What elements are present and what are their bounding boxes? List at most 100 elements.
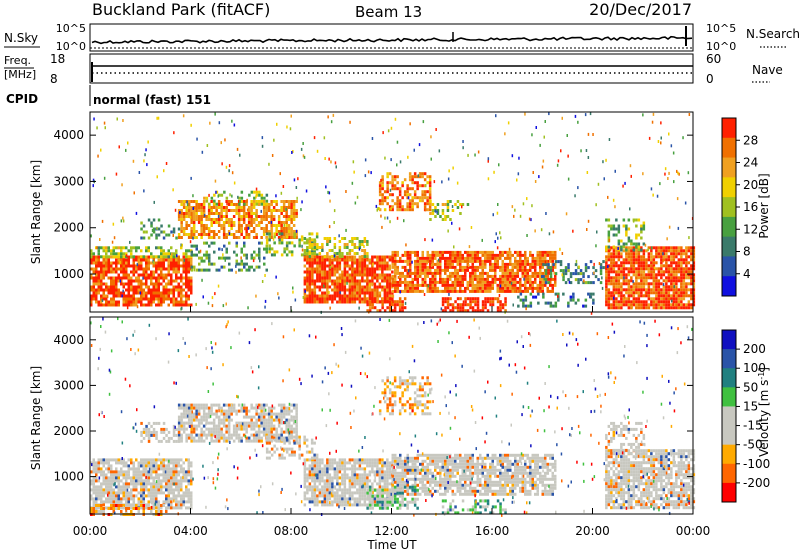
heatmap-cell xyxy=(412,272,415,275)
heatmap-cell xyxy=(158,246,161,249)
heatmap-cell xyxy=(424,260,427,263)
heatmap-cell xyxy=(140,304,143,307)
heatmap-cell xyxy=(125,149,127,152)
heatmap-cell xyxy=(160,485,163,488)
heatmap-cell xyxy=(534,278,537,281)
heatmap-cell xyxy=(600,272,603,275)
heatmap-cell xyxy=(608,258,611,261)
heatmap-cell xyxy=(487,287,490,290)
heatmap-cell xyxy=(113,292,116,295)
heatmap-cell xyxy=(185,249,188,252)
heatmap-cell xyxy=(379,187,382,190)
heatmap-cell xyxy=(195,303,197,306)
heatmap-cell xyxy=(155,494,158,497)
heatmap-cell xyxy=(509,251,512,254)
heatmap-cell xyxy=(570,272,573,275)
heatmap-cell xyxy=(469,297,472,300)
heatmap-cell xyxy=(336,165,338,168)
heatmap-cell xyxy=(185,500,188,503)
heatmap-cell xyxy=(539,287,542,290)
heatmap-cell xyxy=(175,461,178,464)
heatmap-cell xyxy=(175,298,178,301)
heatmap-cell xyxy=(163,262,166,265)
heatmap-cell xyxy=(680,270,683,273)
heatmap-cell xyxy=(444,281,447,284)
heatmap-cell xyxy=(316,259,319,262)
heatmap-cell xyxy=(592,281,595,284)
heatmap-cell xyxy=(524,251,527,254)
heatmap-cell xyxy=(394,266,397,269)
heatmap-cell xyxy=(457,290,460,293)
heatmap-cell xyxy=(309,268,312,271)
heatmap-cell xyxy=(422,272,425,275)
heatmap-cell xyxy=(108,461,111,464)
heatmap-cell xyxy=(123,485,126,488)
heatmap-cell xyxy=(170,298,173,301)
heatmap-cell xyxy=(550,266,553,269)
heatmap-cell xyxy=(509,290,512,293)
heatmap-cell xyxy=(183,114,185,117)
heatmap-cell xyxy=(442,284,445,287)
heatmap-cell xyxy=(537,290,540,293)
heatmap-cell xyxy=(128,482,131,485)
heatmap-cell xyxy=(404,254,407,257)
heatmap-cell xyxy=(185,304,188,307)
heatmap-cell xyxy=(133,494,136,497)
heatmap-cell xyxy=(670,261,673,264)
heatmap-cell xyxy=(115,280,118,283)
heatmap-cell xyxy=(610,248,612,251)
heatmap-cell xyxy=(108,292,111,295)
heatmap-cell xyxy=(329,295,332,298)
heatmap-cell xyxy=(128,497,131,500)
heatmap-cell xyxy=(638,258,641,261)
heatmap-cell xyxy=(158,274,161,277)
heatmap-cell xyxy=(680,306,683,309)
heatmap-cell xyxy=(514,290,517,293)
heatmap-cell xyxy=(175,301,178,304)
heatmap-cell xyxy=(118,494,121,497)
heatmap-cell xyxy=(623,270,626,273)
heatmap-cell xyxy=(640,279,643,282)
heatmap-cell xyxy=(658,267,661,270)
heatmap-cell xyxy=(180,289,183,292)
heatmap-cell xyxy=(113,295,116,298)
heatmap-cell xyxy=(170,280,173,283)
heatmap-cell xyxy=(349,274,352,277)
heatmap-cell xyxy=(135,292,138,295)
heatmap-cell xyxy=(140,476,143,479)
heatmap-cell xyxy=(479,263,482,266)
heatmap-cell xyxy=(173,271,176,274)
heatmap-cell xyxy=(153,485,156,488)
heatmap-cell xyxy=(255,295,257,298)
heatmap-cell xyxy=(180,224,183,227)
heatmap-cell xyxy=(258,224,261,227)
heatmap-cell xyxy=(472,260,475,263)
heatmap-cell xyxy=(229,193,231,196)
heatmap-cell xyxy=(642,172,644,175)
heatmap-cell xyxy=(518,157,520,160)
heatmap-cell xyxy=(683,294,686,297)
heatmap-cell xyxy=(392,275,395,278)
heatmap-cell xyxy=(326,301,329,304)
heatmap-cell xyxy=(175,280,178,283)
heatmap-cell xyxy=(188,304,191,307)
heatmap-cell xyxy=(228,203,231,206)
heatmap-cell xyxy=(633,220,635,223)
heatmap-cell xyxy=(223,266,226,269)
heatmap-cell xyxy=(411,196,414,199)
heatmap-cell xyxy=(263,248,266,251)
heatmap-cell xyxy=(377,209,379,212)
heatmap-cell xyxy=(185,476,188,479)
heatmap-cell xyxy=(190,461,193,464)
heatmap-cell xyxy=(128,304,131,307)
heatmap-cell xyxy=(354,237,357,240)
heatmap-cell xyxy=(402,290,405,293)
heatmap-cell xyxy=(295,215,298,218)
heatmap-cell xyxy=(268,235,271,238)
heatmap-cell xyxy=(218,212,221,215)
heatmap-cell xyxy=(409,272,412,275)
heatmap-cell xyxy=(100,149,102,152)
heatmap-cell xyxy=(113,479,116,482)
heatmap-cell xyxy=(529,269,532,272)
heatmap-cell xyxy=(258,191,261,194)
